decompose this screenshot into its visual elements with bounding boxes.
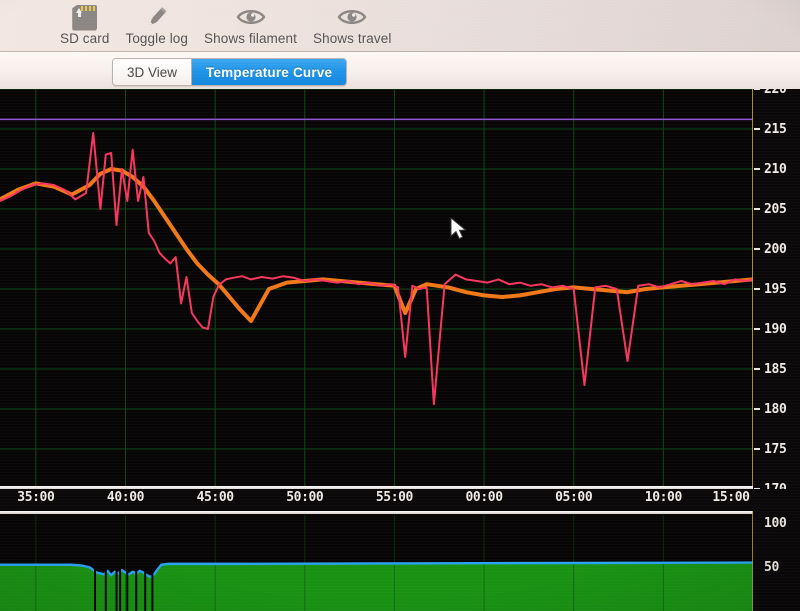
x-axis-tick: 05:00 — [555, 490, 593, 505]
tab-3d-view[interactable]: 3D View — [113, 59, 192, 85]
y-axis-tick: 210 — [753, 162, 800, 177]
y-axis-tick: 175 — [753, 442, 800, 457]
y-axis-labels: 220215210205200195190185180175170 — [753, 89, 800, 497]
toolbar: SD card Toggle log — [0, 0, 800, 52]
x-axis-tick: 00:00 — [465, 490, 503, 505]
x-axis-tick: 55:00 — [375, 490, 414, 505]
x-axis-tick: 15:00 — [712, 490, 750, 505]
y-axis-tick: 195 — [753, 282, 800, 297]
fan-y-axis-tick: 100 — [764, 516, 787, 532]
toolbar-button-toggle-log[interactable]: Toggle log — [117, 0, 196, 52]
x-axis-tick: 40:00 — [106, 490, 145, 505]
y-axis-tick: 180 — [753, 402, 800, 417]
fan-speed-plot-area[interactable] — [0, 515, 753, 611]
y-axis-tick: 220 — [753, 89, 800, 97]
toolbar-label-shows-filament: Shows filament — [204, 31, 297, 46]
fan-chart-top-edge — [0, 511, 753, 514]
temperature-chart[interactable]: 220215210205200195190185180175170 35:004… — [0, 89, 800, 509]
x-axis-labels: 35:00 40:00 45:00 50:00 55:00 00:00 05:00 10:00… — [0, 489, 800, 509]
x-axis-tick: 10:00 — [644, 490, 683, 505]
y-axis-tick: 205 — [753, 202, 800, 217]
toolbar-button-sd-card[interactable]: SD card — [52, 0, 117, 52]
x-axis-tick: 35:00 — [17, 490, 55, 505]
fan-y-axis-labels: 100 50 — [753, 509, 800, 611]
tab-group: 3D View Temperature Curve — [112, 58, 348, 86]
fan-y-axis-tick: 50 — [764, 559, 780, 575]
toolbar-button-shows-filament[interactable]: Shows filament — [196, 0, 305, 52]
temperature-plot-area[interactable] — [0, 89, 753, 489]
tab-temperature-curve[interactable]: Temperature Curve — [192, 59, 347, 85]
toolbar-label-shows-travel: Shows travel — [312, 31, 392, 46]
toolbar-items: SD card Toggle log — [52, 0, 399, 52]
x-axis-tick: 50:00 — [286, 490, 324, 505]
toolbar-button-shows-travel[interactable]: Shows travel — [305, 0, 399, 52]
tab-bar: 3D View Temperature Curve — [0, 52, 800, 89]
eye-icon — [337, 2, 367, 31]
y-axis-tick: 200 — [753, 242, 800, 257]
y-axis-tick: 185 — [753, 362, 800, 377]
y-axis-tick: 190 — [753, 322, 800, 337]
x-axis-tick: 45:00 — [196, 490, 235, 505]
sd-card-icon — [72, 2, 98, 31]
toolbar-label-sd-card: SD card — [60, 31, 110, 46]
pencil-icon — [144, 2, 170, 31]
fan-speed-chart[interactable]: 100 50 — [0, 509, 800, 611]
eye-icon — [236, 2, 266, 31]
tab-divider — [191, 59, 193, 85]
toolbar-label-toggle-log: Toggle log — [125, 31, 189, 46]
x-axis-line — [0, 486, 800, 489]
y-axis-tick: 215 — [753, 122, 800, 137]
